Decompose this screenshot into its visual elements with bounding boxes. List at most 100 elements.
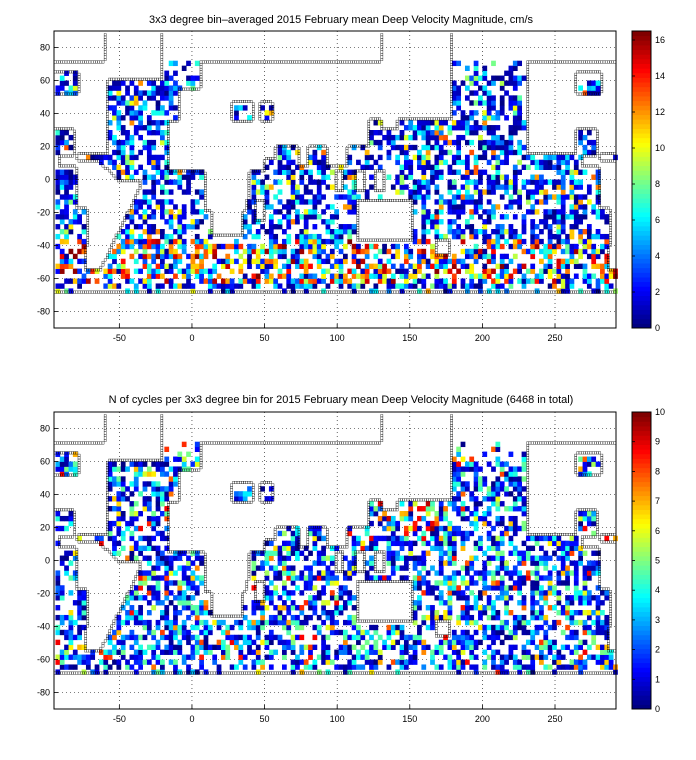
heatmap-cell [334, 605, 339, 610]
heatmap-cell [195, 575, 200, 580]
heatmap-cell [339, 279, 344, 284]
heatmap-cell [55, 615, 60, 620]
coastline-segment [357, 291, 359, 293]
heatmap-cell [382, 645, 387, 650]
coastline-segment [78, 90, 80, 92]
coastline-segment [309, 291, 311, 293]
heatmap-cell [151, 605, 156, 610]
heatmap-cell [556, 155, 561, 160]
heatmap-cell [591, 175, 596, 180]
heatmap-cell [112, 283, 117, 288]
coastline-segment [183, 170, 185, 172]
coastline-segment [130, 78, 132, 80]
coastline-segment [605, 61, 607, 63]
coastline-segment [363, 172, 365, 174]
heatmap-cell [77, 635, 82, 640]
heatmap-cell [208, 650, 213, 655]
heatmap-cell [64, 635, 69, 640]
heatmap-cell [539, 650, 544, 655]
coastline-segment [450, 38, 452, 40]
heatmap-cell [217, 640, 222, 645]
heatmap-cell [478, 254, 483, 259]
heatmap-cell [526, 640, 531, 645]
coastline-segment [381, 43, 383, 45]
heatmap-cell [326, 283, 331, 288]
heatmap-cell [591, 264, 596, 269]
heatmap-cell [169, 90, 174, 95]
heatmap-cell [73, 214, 78, 219]
heatmap-cell [273, 234, 278, 239]
coastline-segment [368, 128, 370, 130]
coastline-segment [450, 78, 452, 80]
heatmap-cell [404, 145, 409, 150]
coastline-segment [383, 172, 385, 174]
heatmap-cell [482, 625, 487, 630]
heatmap-cell [535, 209, 540, 214]
heatmap-cell [556, 264, 561, 269]
coastline-segment [527, 61, 529, 63]
heatmap-cell [278, 283, 283, 288]
heatmap-cell [134, 115, 139, 120]
coastline-segment [84, 266, 86, 268]
heatmap-cell [299, 264, 304, 269]
heatmap-cell [482, 279, 487, 284]
heatmap-cell [169, 645, 174, 650]
heatmap-cell [500, 585, 505, 590]
coastline-segment [161, 63, 163, 65]
heatmap-cell [578, 135, 583, 140]
colorbar-swatch [632, 235, 651, 240]
heatmap-cell [539, 189, 544, 194]
heatmap-cell [160, 214, 165, 219]
heatmap-cell [112, 259, 117, 264]
heatmap-cell [116, 630, 121, 635]
heatmap-cell [434, 645, 439, 650]
heatmap-cell [191, 655, 196, 660]
coastline-segment [104, 53, 106, 55]
heatmap-cell [308, 279, 313, 284]
heatmap-cell [339, 234, 344, 239]
heatmap-cell [421, 259, 426, 264]
heatmap-cell [156, 170, 161, 175]
heatmap-cell [151, 635, 156, 640]
heatmap-cell [413, 640, 418, 645]
heatmap-cell [404, 660, 409, 665]
heatmap-cell [256, 254, 261, 259]
heatmap-cell [69, 630, 74, 635]
heatmap-cell [548, 234, 553, 239]
heatmap-cell [143, 625, 148, 630]
colorbar-swatch [632, 268, 651, 273]
coastline-segment [100, 61, 102, 63]
heatmap-cell [465, 130, 470, 135]
heatmap-cell [434, 209, 439, 214]
heatmap-cell [400, 630, 405, 635]
heatmap-cell [570, 194, 575, 199]
heatmap-cell [321, 180, 326, 185]
heatmap-cell [448, 229, 453, 234]
heatmap-cell [151, 180, 156, 185]
heatmap-cell [548, 605, 553, 610]
heatmap-cell [69, 194, 74, 199]
heatmap-cell [321, 655, 326, 660]
heatmap-cell [426, 145, 431, 150]
heatmap-cell [395, 625, 400, 630]
heatmap-cell [234, 239, 239, 244]
heatmap-cell [138, 81, 143, 86]
heatmap-cell [504, 625, 509, 630]
coastline-segment [161, 291, 163, 293]
heatmap-cell [352, 229, 357, 234]
heatmap-cell [160, 105, 165, 110]
heatmap-cell [421, 650, 426, 655]
colorbar-swatch [632, 77, 651, 82]
heatmap-cell [143, 199, 148, 204]
heatmap-cell [443, 655, 448, 660]
coastline-segment [326, 150, 328, 152]
coastline-segment [551, 291, 553, 293]
heatmap-cell [195, 274, 200, 279]
heatmap-cell [321, 259, 326, 264]
heatmap-cell [182, 274, 187, 279]
heatmap-cell [500, 224, 505, 229]
heatmap-cell [543, 640, 548, 645]
heatmap-cell [339, 664, 344, 669]
coastline-segment [69, 155, 71, 157]
heatmap-cell [251, 283, 256, 288]
